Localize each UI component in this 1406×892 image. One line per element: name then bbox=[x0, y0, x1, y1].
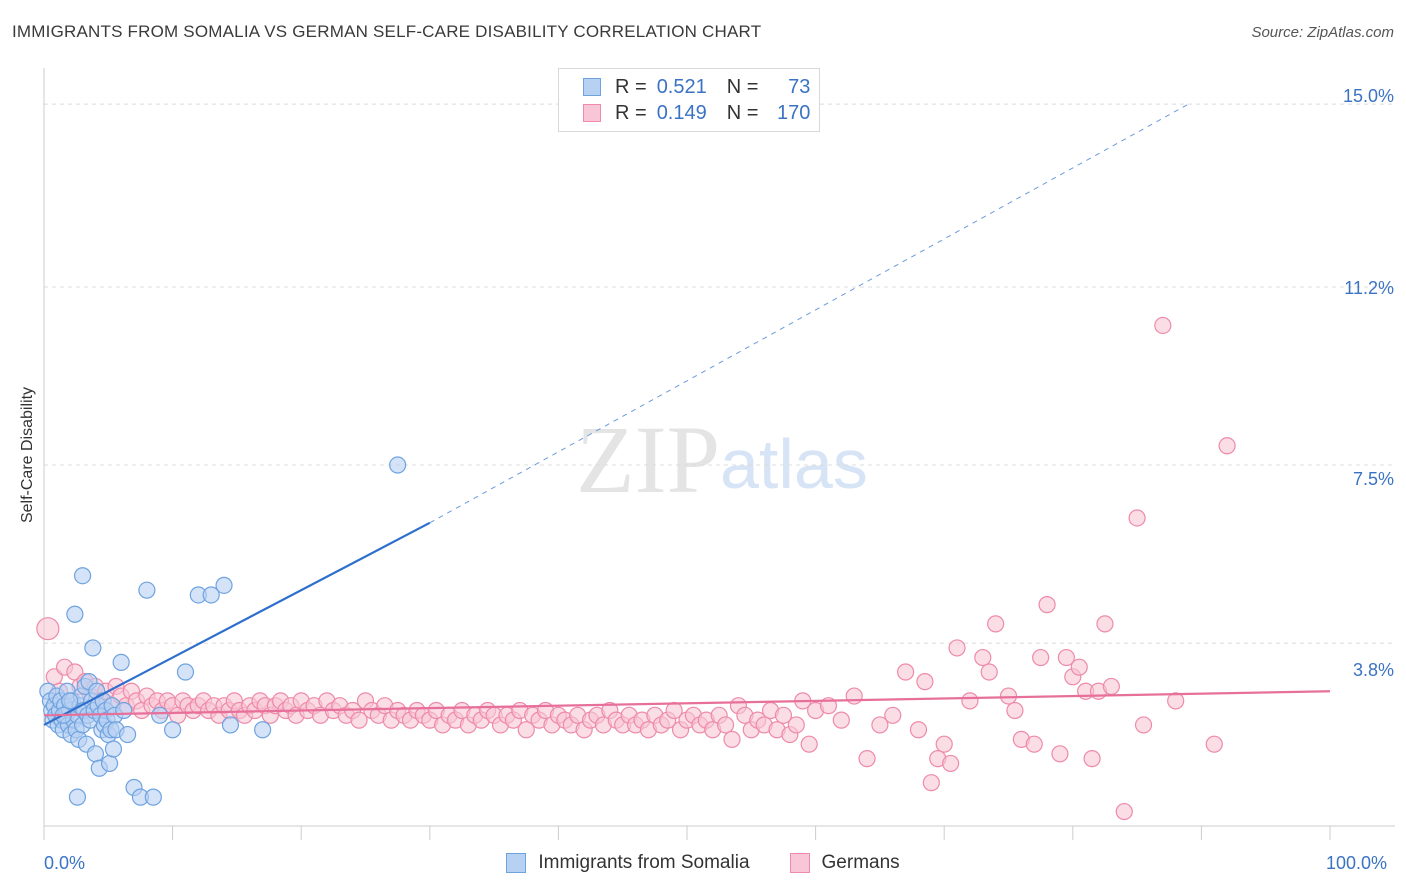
watermark-zip: ZIP bbox=[576, 406, 720, 513]
germans-point bbox=[922, 774, 940, 792]
germans-point bbox=[897, 663, 915, 681]
swatch-blue bbox=[583, 78, 601, 96]
r-value: 0.149 bbox=[656, 101, 707, 124]
somalia-point bbox=[104, 740, 123, 758]
somalia-trend-extension bbox=[429, 103, 1189, 524]
r-value: 0.521 bbox=[656, 75, 707, 98]
germans-point bbox=[774, 706, 793, 724]
germans-point bbox=[858, 750, 876, 768]
germans-point bbox=[1038, 596, 1056, 614]
germans-point bbox=[1205, 735, 1223, 753]
somalia-point bbox=[61, 692, 79, 710]
germans-point bbox=[350, 711, 368, 729]
germans-point bbox=[1128, 509, 1146, 527]
germans-point bbox=[987, 615, 1005, 633]
somalia-point bbox=[73, 567, 92, 585]
somalia-point bbox=[176, 663, 195, 681]
legend-item-germans[interactable]: Germans bbox=[789, 852, 900, 874]
germans-point bbox=[787, 716, 805, 734]
germans-point bbox=[36, 617, 60, 641]
somalia-point bbox=[115, 701, 133, 720]
germans-point bbox=[832, 711, 850, 729]
chart-title: IMMIGRANTS FROM SOMALIA VS GERMAN SELF-C… bbox=[12, 22, 762, 41]
legend-swatch-pink bbox=[789, 853, 810, 873]
y-tick-11: 11.2% bbox=[1344, 278, 1394, 298]
somalia-point bbox=[118, 725, 137, 744]
y-tick-3: 3.8% bbox=[1352, 660, 1394, 680]
germans-point bbox=[980, 663, 998, 681]
germans-point bbox=[909, 721, 928, 739]
germans-point bbox=[1134, 716, 1153, 734]
legend-swatch-blue bbox=[506, 853, 527, 873]
germans-point bbox=[1051, 745, 1069, 763]
germans-point bbox=[1167, 692, 1185, 710]
somalia-point bbox=[151, 706, 169, 724]
germans-point bbox=[935, 735, 953, 753]
germans-point bbox=[1154, 316, 1172, 335]
legend-label-germans: Germans bbox=[821, 852, 900, 873]
germans-point bbox=[1218, 437, 1236, 455]
germans-point bbox=[1115, 802, 1133, 821]
germans-point bbox=[800, 735, 818, 753]
germans-point bbox=[1083, 750, 1101, 768]
somalia-point bbox=[221, 716, 240, 734]
swatch-pink bbox=[583, 104, 601, 122]
somalia-point bbox=[389, 456, 407, 474]
germans-point bbox=[974, 648, 992, 667]
germans-point bbox=[916, 673, 934, 691]
legend-label-somalia: Immigrants from Somalia bbox=[538, 852, 750, 873]
somalia-point bbox=[84, 639, 102, 657]
somalia-point bbox=[68, 788, 87, 806]
germans-point bbox=[942, 754, 960, 773]
n-label: N = bbox=[726, 75, 759, 98]
somalia-trend-line bbox=[43, 521, 431, 726]
germans-point bbox=[884, 706, 902, 724]
germans-point bbox=[1025, 735, 1043, 753]
germans-point bbox=[517, 721, 535, 739]
somalia-point bbox=[100, 754, 119, 773]
y-tick-7: 7.5% bbox=[1352, 469, 1394, 489]
somalia-point bbox=[215, 576, 233, 594]
germans-point bbox=[948, 639, 966, 657]
germans-point bbox=[961, 692, 979, 710]
germans-point bbox=[1006, 701, 1024, 720]
germans-trend-line bbox=[43, 690, 1331, 717]
somalia-point bbox=[144, 788, 162, 806]
series-legend: Immigrants from Somalia Germans bbox=[0, 852, 1406, 874]
somalia-point bbox=[86, 745, 105, 763]
y-tick-15: 15.0% bbox=[1342, 86, 1394, 106]
germans-point bbox=[716, 716, 735, 734]
source-label: Source: ZipAtlas.com bbox=[1251, 24, 1394, 41]
somalia-point bbox=[164, 721, 182, 739]
watermark-atlas: atlas bbox=[720, 425, 868, 503]
x-tick-100: 100.0% bbox=[1326, 853, 1388, 873]
stats-row-germans: R = 0.149 N = 170 bbox=[583, 101, 810, 125]
germans-point bbox=[1057, 648, 1075, 667]
somalia-point bbox=[66, 605, 84, 623]
stats-row-somalia: R = 0.521 N = 73 bbox=[583, 75, 810, 99]
germans-point bbox=[1096, 615, 1114, 633]
germans-point bbox=[1102, 677, 1120, 696]
r-label: R = bbox=[615, 75, 647, 98]
r-label: R = bbox=[615, 101, 647, 124]
germans-point bbox=[1032, 648, 1050, 667]
x-tick-0: 0.0% bbox=[44, 853, 86, 873]
n-value: 170 bbox=[777, 101, 811, 124]
germans-point bbox=[723, 730, 741, 748]
y-axis-label: Self-Care Disability bbox=[19, 386, 36, 524]
germans-point bbox=[871, 716, 889, 734]
stats-legend: R = 0.521 N = 73 R = 0.149 N = 170 bbox=[558, 68, 820, 132]
germans-point bbox=[1070, 658, 1088, 676]
somalia-point bbox=[138, 581, 156, 599]
somalia-point bbox=[254, 721, 272, 739]
legend-item-somalia[interactable]: Immigrants from Somalia bbox=[506, 852, 750, 874]
n-label: N = bbox=[726, 101, 759, 124]
somalia-point bbox=[202, 586, 220, 604]
somalia-point bbox=[112, 653, 130, 671]
n-value: 73 bbox=[788, 75, 811, 98]
germans-point bbox=[845, 687, 863, 705]
